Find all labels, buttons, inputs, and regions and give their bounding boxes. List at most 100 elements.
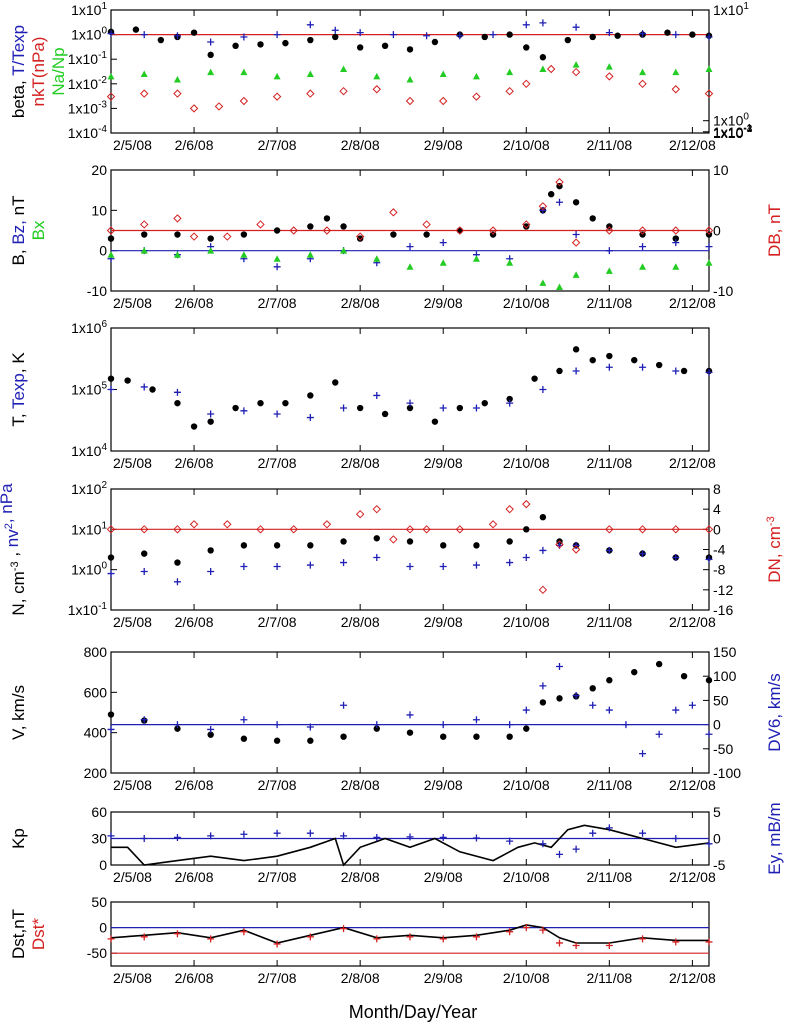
- panel-mag-s0-pt-22: [672, 235, 679, 242]
- panel-beta-ylabel-1-exp: -3: [98, 99, 107, 110]
- panel-vel-s1-pt-10: [439, 721, 447, 729]
- panel-dens-ylabel-3-base: 1x10: [71, 481, 102, 497]
- panel-dens-s1-pt-13: [522, 554, 530, 562]
- panel-mag-ylabel-0: -10: [87, 283, 107, 299]
- panel-temp-s1-pt-11: [472, 404, 480, 412]
- panel-beta-s2-pt-14: [522, 79, 531, 89]
- panel-beta-s3-pt-8: [373, 72, 381, 80]
- panel-kp-ylabel-1: 30: [91, 831, 107, 847]
- panel-vel-s1-pt-24: [705, 730, 713, 738]
- panel-vel-y2label-3: 50: [713, 692, 729, 708]
- panel-temp-ylabel-title-0-part-0-0: T,: [9, 409, 28, 427]
- panel-dens-s0-pt-7: [340, 538, 347, 545]
- panel-dens-ylabel-title-0-part-1-0: nv: [3, 529, 22, 547]
- panel-dst-frame: [110, 901, 710, 967]
- panel-beta-s0-pt-11: [356, 44, 364, 51]
- panel-temp-s0-pt-3: [174, 399, 181, 407]
- panel-beta-s2-pt-11: [439, 96, 448, 106]
- panel-mag-s0-pt-3: [207, 235, 214, 242]
- panel-mag-ylabel-2: 10: [91, 202, 107, 218]
- panel-beta-s0-pt-22: [614, 32, 621, 39]
- panel-beta-s1-pt-4: [240, 33, 248, 41]
- panel-mag-s3-pt-0: [107, 251, 115, 258]
- panel-dst-ylabel-title-0: Dst,nT: [9, 909, 28, 959]
- panel-dens-ylabel-title-0-sup-1-1: 2: [3, 523, 15, 529]
- panel-dst-s1-pt-12: [506, 928, 514, 936]
- panel-temp-s0-pt-12: [381, 410, 389, 418]
- panel-mag-s2-pt-15: [555, 177, 564, 187]
- panel-dens-s0-pt-13: [523, 526, 530, 533]
- panel-beta-xlabel-7: 2/12/08: [669, 137, 716, 153]
- panel-vel-s1-pt-9: [406, 711, 414, 719]
- panel-temp-ylabel-2: 1x106: [71, 319, 107, 336]
- panel-dens-s1-pt-12: [506, 559, 514, 567]
- panel-dens-s2-pt-5: [256, 525, 265, 534]
- panel-beta-series-3: [107, 61, 713, 83]
- panel-temp-ylabel-0-base: 1x10: [71, 443, 102, 459]
- panel-temp-xlabel-5: 2/10/08: [503, 455, 550, 471]
- panel-mag-s1-pt-19: [705, 243, 713, 251]
- panel-mag-series-3: [107, 247, 713, 290]
- panel-dens-y2label-title: DN, cm-3: [765, 516, 784, 582]
- panel-dst-s1-pt-11: [472, 933, 480, 941]
- panel-mag-y2label-0: -10: [713, 283, 733, 299]
- panel-mag-s2-pt-1: [140, 220, 149, 229]
- panel-dens-ylabel-1-base: 1x10: [71, 562, 102, 578]
- panel-dens-s2-pt-8: [355, 510, 365, 519]
- panel-mag-s2-pt-5: [256, 220, 265, 229]
- panel-dens-s2-pt-11: [405, 525, 415, 534]
- panel-dst-s1-pt-5: [273, 940, 281, 948]
- panel-temp-s1-pt-9: [406, 399, 414, 407]
- panel-beta-s0-pt-24: [664, 29, 671, 36]
- panel-dst-xlabel-2: 2/7/08: [258, 970, 297, 986]
- panel-mag-s1-pt-15: [572, 231, 580, 239]
- panel-vel-s0-pt-8: [373, 725, 380, 732]
- panel-beta-s2-pt-5: [239, 96, 249, 106]
- panel-kp-series-0-line: [111, 824, 710, 867]
- panel-mag-s2-pt-18: [638, 226, 647, 235]
- panel-kp-s1-pt-10: [439, 833, 447, 841]
- panel-beta-xlabel-2: 2/7/08: [258, 137, 297, 153]
- panel-vel-s0-pt-7: [340, 733, 347, 740]
- panel-dens-y2label-title-part-0-0: DN, cm: [765, 526, 784, 583]
- panel-mag-s0-pt-4: [240, 231, 248, 238]
- panel-dens-s2-pt-10: [389, 535, 398, 544]
- panel-dst-s1-pt-18: [639, 935, 647, 943]
- panel-kp-xlabel-3: 2/8/08: [341, 869, 380, 885]
- panel-dst-xlabel-7: 2/12/08: [669, 970, 716, 986]
- panel-beta-xlabel-5: 2/10/08: [503, 137, 550, 153]
- panel-dens-s0-pt-11: [473, 542, 480, 549]
- panel-mag-s3-pt-13: [539, 279, 547, 286]
- panel-kp-s1-pt-14: [556, 850, 563, 858]
- panel-beta-y2label-2-base: 1x10: [713, 125, 744, 141]
- panel-mag-s3-pt-3: [207, 247, 215, 254]
- panel-beta-s1-pt-3: [207, 38, 215, 46]
- panel-kp-ylabel-2: 60: [91, 804, 107, 820]
- panel-kp-s1-pt-6: [306, 829, 314, 837]
- panel-vel-y2label-4: 100: [713, 668, 737, 684]
- panel-dens-ylabel-2-base: 1x10: [71, 521, 102, 537]
- panel-temp-s0-pt-16: [481, 399, 488, 407]
- panel-mag-ylabel-title-0-part-0-0: B,: [9, 245, 28, 266]
- panel-beta-s1-pt-12: [489, 31, 497, 39]
- panel-mag-ylabel-title-1-part-0-0: Bx: [29, 220, 48, 240]
- panel-beta-ylabel-5-exp: 1: [101, 1, 107, 12]
- panel-mag-s2-pt-10: [422, 220, 431, 229]
- panel-vel-s0-pt-15: [556, 695, 563, 702]
- panel-dens-s1-pt-6: [306, 561, 314, 569]
- panel-temp-ylabel-1-base: 1x10: [71, 382, 102, 398]
- panel-beta-s2-pt-6: [272, 92, 282, 101]
- panel-dens-s2-pt-6: [289, 525, 298, 534]
- panel-dst-s1-pt-19: [672, 938, 680, 946]
- panel-beta-s1-pt-6: [306, 21, 314, 29]
- panel-dst-s1-pt-20: [705, 938, 713, 946]
- panel-vel-s0-pt-19: [631, 668, 638, 676]
- panel-beta-ylabel-title-0-part-0-0: beta,: [9, 76, 28, 118]
- panel-dens-ylabel-1-exp: 0: [101, 561, 107, 572]
- panel-temp-ylabel-0: 1x104: [71, 442, 107, 459]
- panel-dst-xlabel-5: 2/10/08: [503, 970, 550, 986]
- panel-dst-xlabel-4: 2/9/08: [424, 970, 463, 986]
- panel-beta-s2-pt-20: [704, 89, 714, 98]
- panel-dens-s1-pt-8: [373, 554, 381, 562]
- panel-mag-s0-pt-12: [456, 227, 464, 234]
